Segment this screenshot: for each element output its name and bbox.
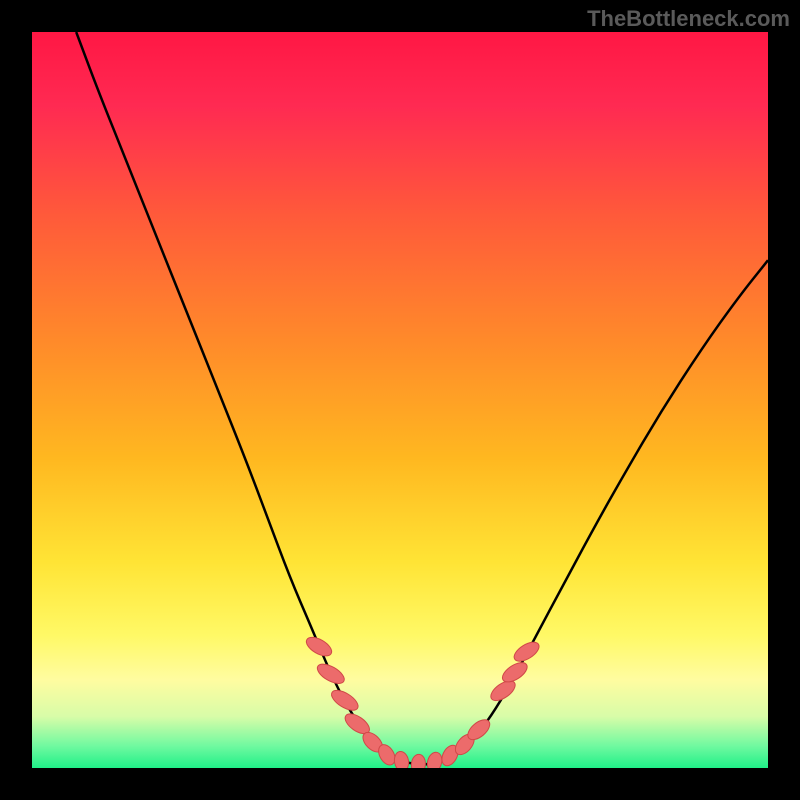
data-marker [328, 686, 361, 714]
data-marker [393, 750, 410, 768]
data-marker [303, 634, 334, 660]
data-marker [411, 754, 427, 768]
chart-svg-overlay [32, 32, 768, 768]
data-marker [314, 660, 347, 687]
data-marker [425, 751, 444, 768]
data-marker [511, 638, 542, 665]
chart-area [32, 32, 768, 768]
bottleneck-curve [76, 32, 768, 764]
watermark-text: TheBottleneck.com [587, 6, 790, 32]
data-marker-group [303, 634, 542, 768]
